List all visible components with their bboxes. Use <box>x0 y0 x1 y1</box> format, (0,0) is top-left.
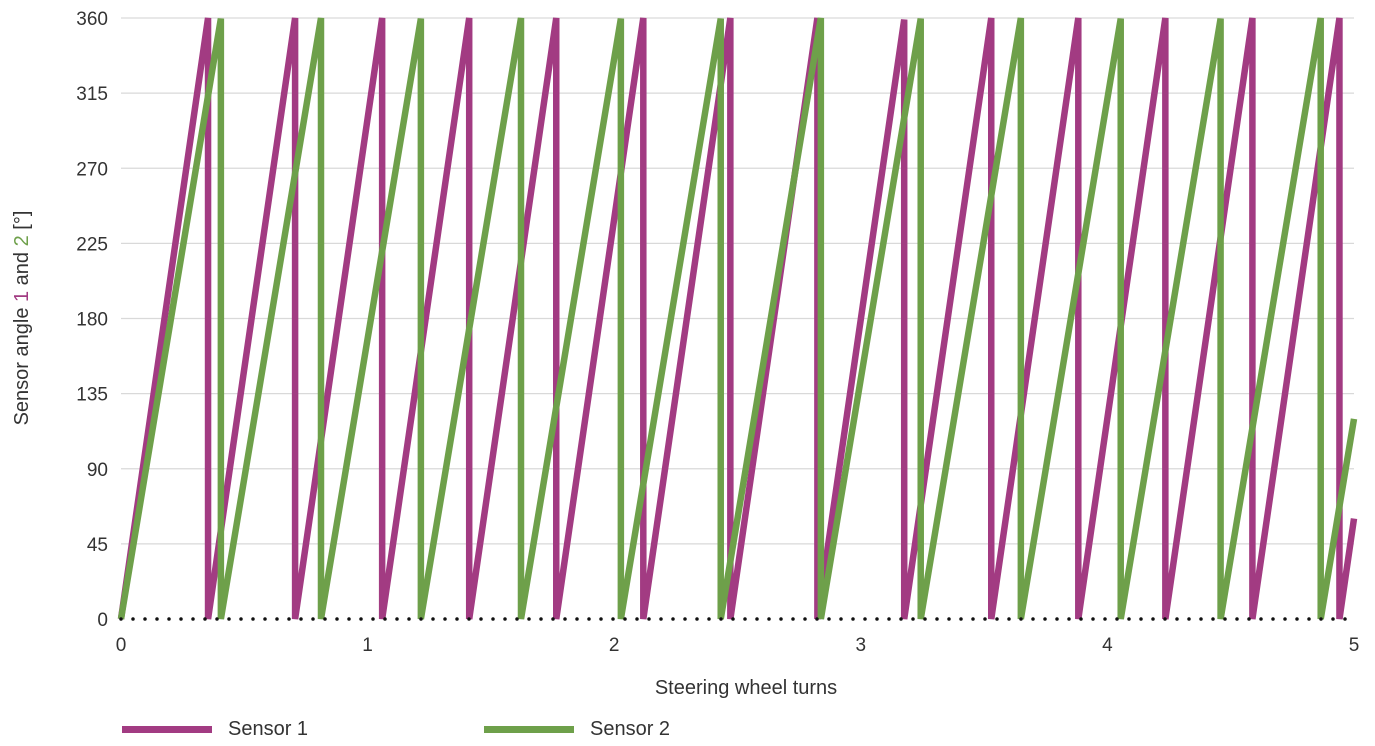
y-tick-label-315: 315 <box>76 84 108 105</box>
x-axis-title: Steering wheel turns <box>655 677 837 699</box>
legend-swatch-sensor-2 <box>484 726 574 733</box>
y-tick-label-360: 360 <box>76 9 108 30</box>
x-tick-label-3: 3 <box>856 635 867 656</box>
y-axis-title-suffix: [°] <box>11 211 33 236</box>
y-tick-label-90: 90 <box>87 460 108 481</box>
x-tick-label-2: 2 <box>609 635 620 656</box>
y-axis-title-mid: and <box>11 246 33 290</box>
legend-item-sensor-2: Sensor 2 <box>484 718 846 741</box>
y-axis-title-prefix: Sensor angle <box>11 302 33 425</box>
legend-label-sensor-1: Sensor 1 <box>228 718 309 740</box>
y-tick-label-45: 45 <box>87 535 108 556</box>
legend-swatch-sensor-1 <box>122 726 212 733</box>
x-tick-label-4: 4 <box>1102 635 1113 656</box>
y-tick-label-225: 225 <box>76 234 108 255</box>
x-axis-ticks: 0 1 2 3 4 5 <box>116 635 1360 656</box>
y-axis-title: Sensor angle 1 and 2 [°] <box>11 211 33 426</box>
legend-label-sensor-2: Sensor 2 <box>590 718 671 740</box>
legend: Sensor 1 Sensor 2 <box>122 718 846 741</box>
y-axis-ticks: 0 45 90 135 180 225 270 315 360 <box>76 9 108 631</box>
x-tick-label-5: 5 <box>1349 635 1360 656</box>
series-group <box>117 17 1358 620</box>
y-tick-label-180: 180 <box>76 310 108 331</box>
x-tick-label-1: 1 <box>362 635 373 656</box>
legend-item-sensor-1: Sensor 1 <box>122 718 484 741</box>
x-tick-label-0: 0 <box>116 635 127 656</box>
y-axis-title-sensor2: 2 <box>11 235 33 246</box>
y-tick-label-0: 0 <box>97 610 108 631</box>
series-line-sensor-2 <box>117 17 1358 620</box>
y-axis-title-sensor1: 1 <box>11 291 33 302</box>
y-tick-label-135: 135 <box>76 385 108 406</box>
y-tick-label-270: 270 <box>76 159 108 180</box>
